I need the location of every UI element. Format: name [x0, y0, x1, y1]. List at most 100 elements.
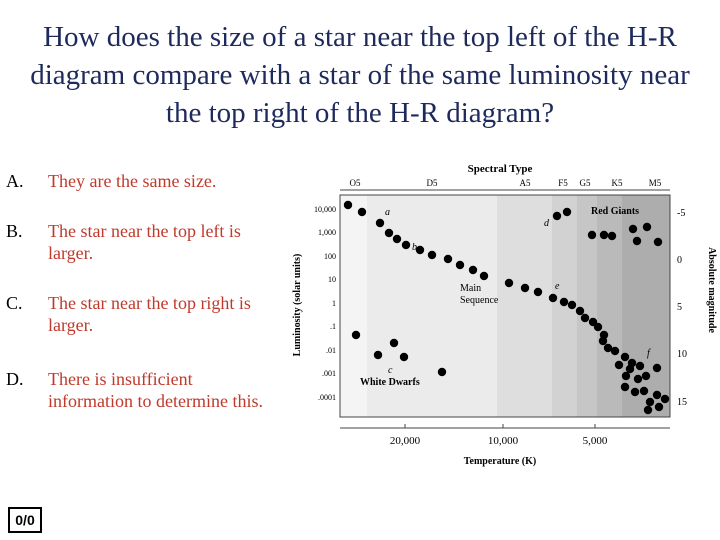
star-dot — [593, 322, 603, 332]
star-dot — [548, 293, 558, 303]
star-dot — [621, 371, 631, 381]
spectral-tick-label: D5 — [427, 178, 438, 188]
luminosity-tick-label: .1 — [330, 322, 336, 331]
star-dot — [455, 260, 465, 270]
star-dot — [375, 218, 385, 228]
temperature-tick-label: 10,000 — [488, 435, 519, 447]
point-label-c: c — [388, 365, 393, 376]
option-text: The star near the top right is larger. — [48, 293, 251, 335]
luminosity-tick-label: 10,000 — [314, 205, 336, 214]
option-letter: B. — [6, 221, 23, 241]
star-dot — [587, 230, 597, 240]
star-dot — [562, 207, 572, 217]
star-dot — [660, 394, 670, 404]
star-dot — [598, 336, 608, 346]
star-dot — [620, 382, 630, 392]
plot-frame — [339, 194, 671, 418]
star-dot — [652, 390, 662, 400]
main-sequence-label-line: Main — [460, 283, 481, 294]
spectral-tick-label: M5 — [649, 178, 662, 188]
spectral-tick-label: O5 — [350, 178, 361, 188]
magnitude-tick-label: 10 — [677, 349, 687, 360]
band-o — [340, 195, 367, 417]
star-dot — [580, 313, 590, 323]
star-dot — [468, 265, 478, 275]
luminosity-tick-label: .01 — [326, 346, 336, 355]
star-dot — [652, 363, 662, 373]
star-dot — [599, 230, 609, 240]
star-dot — [654, 402, 664, 412]
luminosity-tick-label: .001 — [322, 369, 336, 378]
star-dot — [392, 234, 402, 244]
star-dot — [653, 237, 663, 247]
star-dot — [567, 300, 577, 310]
star-dot — [610, 346, 620, 356]
band-k — [597, 195, 622, 417]
star-dot — [520, 283, 530, 293]
star-dot — [642, 222, 652, 232]
star-dot — [641, 371, 651, 381]
star-dot — [389, 338, 399, 348]
star-dot — [645, 397, 655, 407]
star-dot — [639, 386, 649, 396]
star-dot — [633, 374, 643, 384]
luminosity-tick-label: .0001 — [318, 393, 336, 402]
star-dot — [415, 245, 425, 255]
spectral-type-title: Spectral Type — [468, 163, 533, 175]
star-dot — [373, 350, 383, 360]
temperature-axis-label: Temperature (K) — [464, 456, 537, 467]
magnitude-tick-label: 0 — [677, 255, 682, 266]
star-dot — [575, 306, 585, 316]
magnitude-tick-label: 15 — [677, 397, 687, 408]
star-dot — [443, 254, 453, 264]
point-label-a: a — [385, 207, 390, 218]
magnitude-tick-label: 5 — [677, 302, 682, 313]
spectral-tick-label: A5 — [520, 178, 531, 188]
point-label-f: f — [647, 348, 651, 359]
star-dot — [533, 287, 543, 297]
star-dot — [643, 405, 653, 415]
spectral-tick-label: K5 — [612, 178, 623, 188]
luminosity-tick-label: 1,000 — [318, 228, 336, 237]
star-dot — [603, 343, 613, 353]
star-dot — [625, 364, 635, 374]
temperature-tick-label: 20,000 — [390, 435, 421, 447]
red-giants-label: Red Giants — [591, 206, 639, 217]
luminosity-tick-label: 1 — [332, 299, 336, 308]
hr-diagram: Spectral Type O5 D5 A5 F5 G5 K5 M5 Lumin… — [292, 163, 717, 467]
star-dot — [620, 352, 630, 362]
main-sequence-label-line: Sequence — [460, 295, 499, 306]
band-a — [497, 195, 552, 417]
star-dot — [614, 360, 624, 370]
star-dot — [632, 236, 642, 246]
star-dot — [607, 231, 617, 241]
luminosity-tick-label: 10 — [328, 275, 336, 284]
option-text: They are the same size. — [48, 171, 217, 191]
star-dot — [630, 387, 640, 397]
star-dot — [628, 224, 638, 234]
main-sequence-label: Main Sequence — [460, 283, 499, 306]
option-letter: A. — [6, 171, 24, 191]
star-points — [343, 200, 670, 415]
star-dot — [351, 330, 361, 340]
star-dot — [552, 211, 562, 221]
star-dot — [343, 200, 353, 210]
star-dot — [401, 240, 411, 250]
point-label-d: d — [544, 218, 550, 229]
magnitude-axis-label: Absolute magnitude — [706, 247, 717, 333]
option-text: There is insufficient information to det… — [48, 369, 263, 411]
option-letter: D. — [6, 369, 24, 389]
star-dot — [357, 207, 367, 217]
luminosity-axis-label: Luminosity (solar units) — [292, 254, 303, 357]
white-dwarfs-label: White Dwarfs — [360, 377, 420, 388]
temperature-tick-label: 5,000 — [583, 435, 608, 447]
star-dot — [427, 250, 437, 260]
star-dot — [437, 367, 447, 377]
band-g — [577, 195, 597, 417]
response-counter: 0/0 — [8, 507, 42, 533]
star-dot — [504, 278, 514, 288]
star-dot — [559, 297, 569, 307]
point-label-b: b — [412, 242, 417, 253]
star-dot — [635, 361, 645, 371]
luminosity-tick-label: 100 — [324, 252, 336, 261]
